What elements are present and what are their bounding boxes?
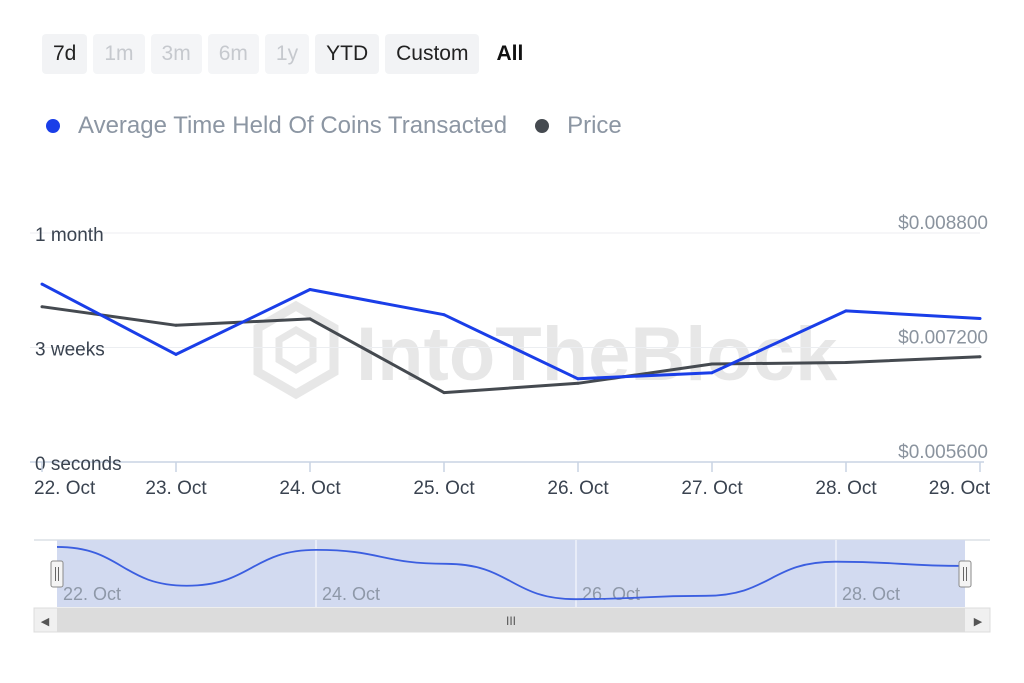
navigator-right-handle[interactable]	[958, 560, 972, 588]
legend-label: Average Time Held Of Coins Transacted	[78, 112, 508, 139]
data-point	[308, 317, 312, 321]
navigator-label: 28. Oct	[842, 584, 900, 604]
series-group	[40, 282, 982, 395]
legend-dot-icon	[46, 119, 60, 133]
range-button-1m[interactable]: 1m	[93, 34, 145, 74]
x-tick-label: 22. Oct	[34, 478, 96, 499]
x-tick-label: 29. Oct	[929, 478, 991, 499]
handle-grip-icon	[958, 560, 972, 588]
scrollbar-thumb[interactable]	[57, 608, 965, 632]
watermark: IntoTheBlock	[253, 300, 838, 400]
data-point	[40, 282, 44, 286]
legend-item-1[interactable]: Price	[535, 112, 622, 140]
navigator-selection	[57, 540, 965, 607]
data-point	[978, 317, 982, 320]
y-left-tick-label: 1 month	[35, 225, 104, 246]
range-button-7d[interactable]: 7d	[42, 34, 88, 74]
data-point	[174, 323, 178, 327]
navigator-left-handle[interactable]	[50, 560, 64, 588]
y-right-tick-label: $0.008800	[898, 213, 988, 234]
series-line-1	[41, 305, 981, 395]
range-button-1y[interactable]: 1y	[264, 34, 310, 74]
grid	[30, 232, 984, 463]
scroll-right-arrow-icon[interactable]: ▶	[974, 616, 983, 628]
legend-dot-icon	[535, 119, 550, 133]
range-selector: 7d 1m 3m 6m 1y YTD Custom All	[42, 34, 534, 76]
x-tick-label: 26. Oct	[547, 478, 609, 499]
x-axis: 22. Oct 23. Oct 24. Oct 25. Oct 26. Oct 27. O…	[34, 462, 991, 499]
range-button-6m[interactable]: 6m	[207, 34, 259, 74]
watermark-logo-icon	[253, 300, 339, 400]
navigator[interactable]: 22. Oct 24. Oct 26. Oct 28. Oct III ◀ ▶	[33, 539, 991, 633]
legend: Average Time Held Of Coins Transacted Pri…	[46, 112, 650, 140]
range-button-custom[interactable]: Custom	[385, 34, 480, 74]
left-axis: 0 seconds 3 weeks 1 month	[35, 225, 122, 475]
x-tick-label: 25. Oct	[413, 478, 475, 499]
y-left-tick-label: 0 seconds	[35, 454, 122, 475]
y-right-tick-label: $0.005600	[898, 442, 988, 463]
x-tick-label: 27. Oct	[681, 478, 743, 499]
data-point	[174, 352, 178, 356]
navigator-label: 22. Oct	[63, 584, 121, 604]
y-left-tick-label: 3 weeks	[35, 340, 105, 361]
legend-item-0[interactable]: Average Time Held Of Coins Transacted	[46, 112, 507, 140]
data-point	[442, 391, 446, 395]
navigator-series-line	[56, 546, 966, 601]
data-point	[576, 377, 580, 381]
data-point	[844, 309, 848, 313]
handle-grip-icon	[50, 560, 64, 588]
data-point	[576, 381, 580, 385]
series-line-0	[41, 282, 981, 381]
data-point	[442, 313, 446, 317]
navigator-label: 24. Oct	[322, 584, 380, 604]
scrollbar-grip-icon: III	[506, 614, 516, 628]
watermark-text: IntoTheBlock	[356, 312, 838, 397]
x-tick-label: 24. Oct	[279, 478, 341, 499]
data-point	[978, 355, 982, 359]
range-button-3m[interactable]: 3m	[150, 34, 202, 74]
data-point	[308, 288, 312, 291]
range-button-all[interactable]: All	[496, 42, 524, 65]
range-button-ytd[interactable]: YTD	[315, 34, 380, 74]
navigator-label: 26. Oct	[582, 584, 640, 604]
x-tick-label: 23. Oct	[145, 478, 207, 499]
legend-label: Price	[567, 112, 622, 139]
data-point	[40, 305, 44, 309]
data-point	[710, 371, 714, 375]
scroll-left-arrow-icon[interactable]: ◀	[41, 616, 50, 628]
right-axis: $0.005600 $0.007200 $0.008800	[898, 213, 988, 463]
data-point	[844, 361, 848, 364]
data-point	[710, 362, 714, 366]
y-right-tick-label: $0.007200	[898, 328, 988, 349]
x-tick-label: 28. Oct	[815, 478, 877, 499]
